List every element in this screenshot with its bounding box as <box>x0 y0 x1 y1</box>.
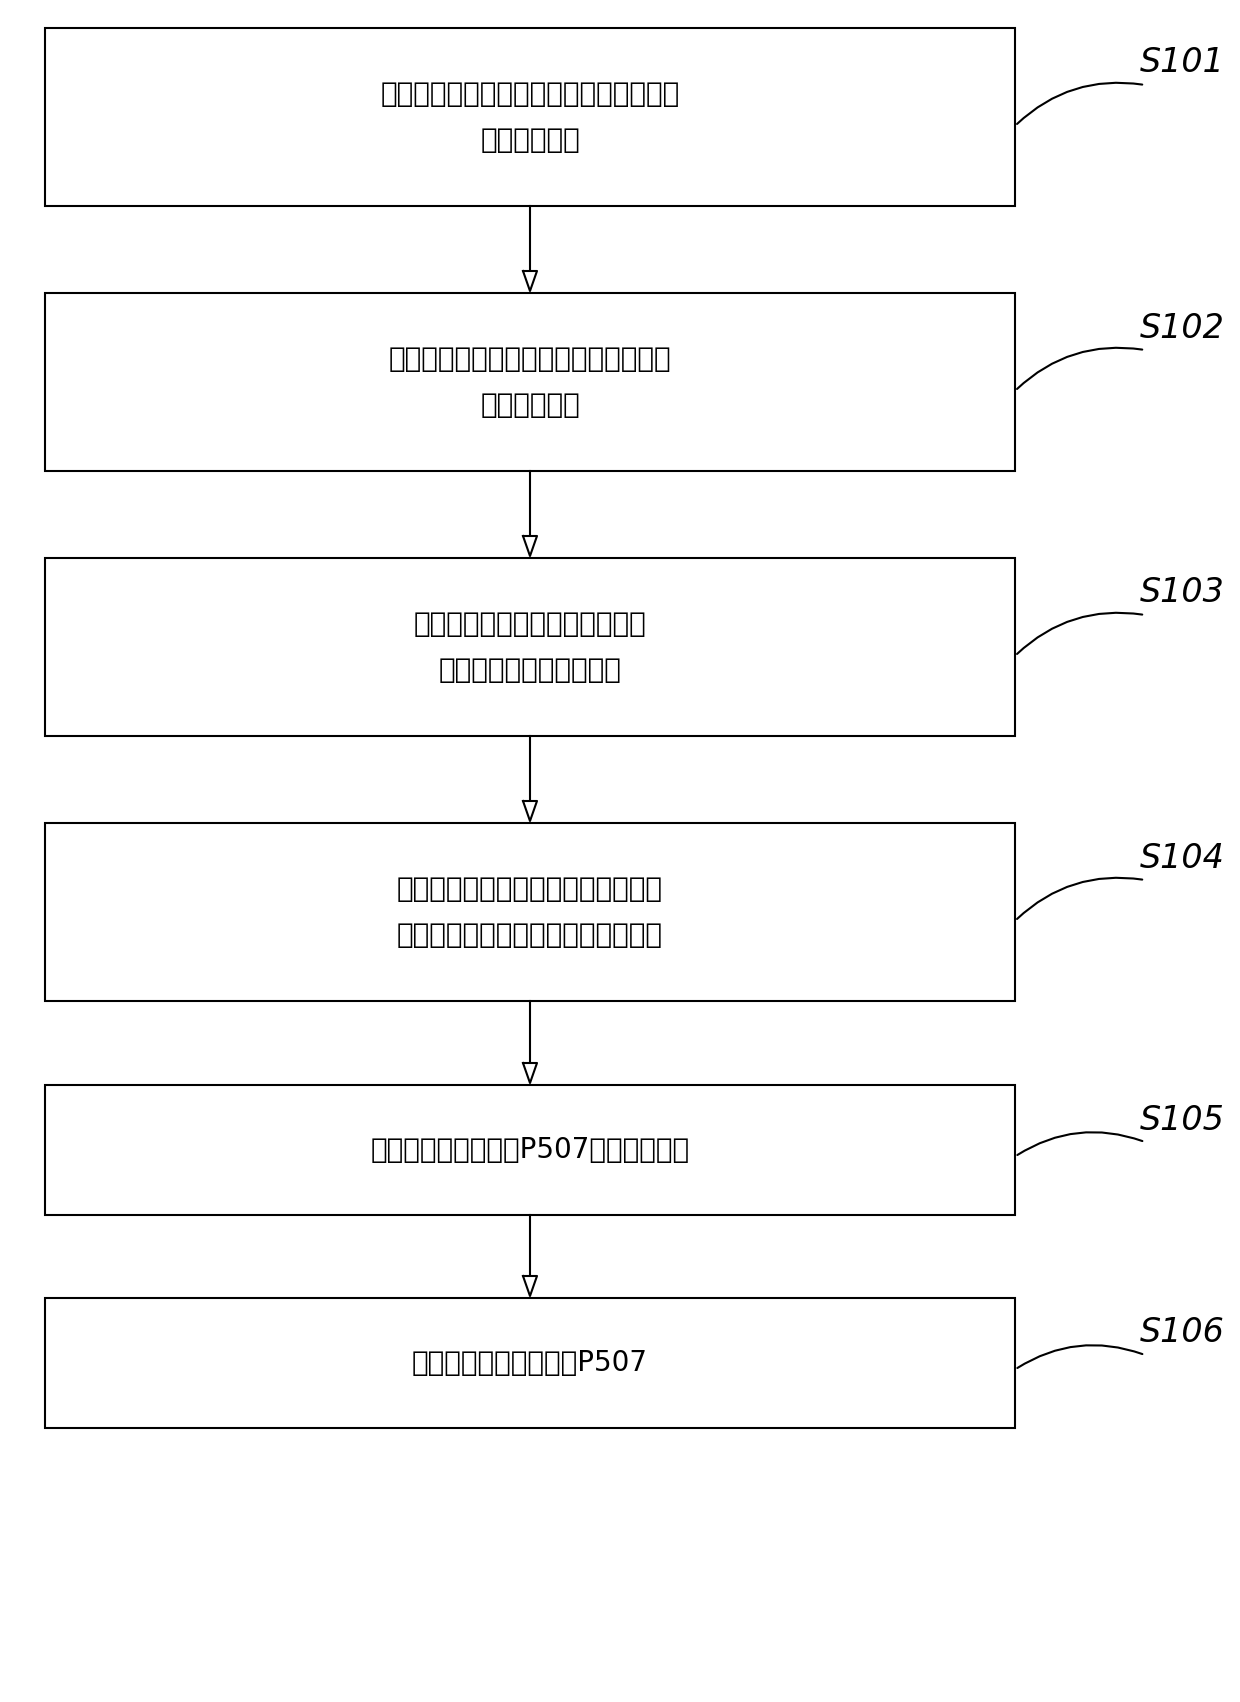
Text: S105: S105 <box>1140 1103 1225 1137</box>
Bar <box>45 824 1016 1001</box>
Text: S101: S101 <box>1140 46 1225 80</box>
Text: 再次静置，直至微小的油飗粒在
混合液体的表面聚合上浮: 再次静置，直至微小的油飗粒在 混合液体的表面聚合上浮 <box>414 611 646 684</box>
Text: S104: S104 <box>1140 841 1225 875</box>
Text: S102: S102 <box>1140 311 1225 344</box>
Text: S106: S106 <box>1140 1317 1225 1350</box>
Text: 通过滤机压湪实现对P507的回收再利用: 通过滤机压湪实现对P507的回收再利用 <box>371 1135 689 1164</box>
Bar <box>45 293 1016 471</box>
Text: 静置、搔拌添加过滤介质的萸余废水，
使之成分混合: 静置、搔拌添加过滤介质的萸余废水， 使之成分混合 <box>388 346 671 419</box>
Polygon shape <box>523 1276 537 1295</box>
Polygon shape <box>523 271 537 291</box>
Bar <box>45 1299 1016 1428</box>
Bar <box>45 27 1016 206</box>
Bar <box>45 558 1016 735</box>
Text: 静置合理范围时间，待油水分层后，
悬浮的有机物采用真空设备进行回收: 静置合理范围时间，待油水分层后， 悬浮的有机物采用真空设备进行回收 <box>397 875 663 948</box>
Bar <box>45 1084 1016 1215</box>
Polygon shape <box>523 1064 537 1082</box>
Polygon shape <box>523 802 537 820</box>
Text: 将萸余废水进行收集，引入废水槽内部，
添加过滤介质: 将萸余废水进行收集，引入废水槽内部， 添加过滤介质 <box>381 80 680 153</box>
Text: S103: S103 <box>1140 577 1225 609</box>
Text: 收集处理后的水，库存P507: 收集处理后的水，库存P507 <box>412 1350 649 1377</box>
Polygon shape <box>523 536 537 557</box>
